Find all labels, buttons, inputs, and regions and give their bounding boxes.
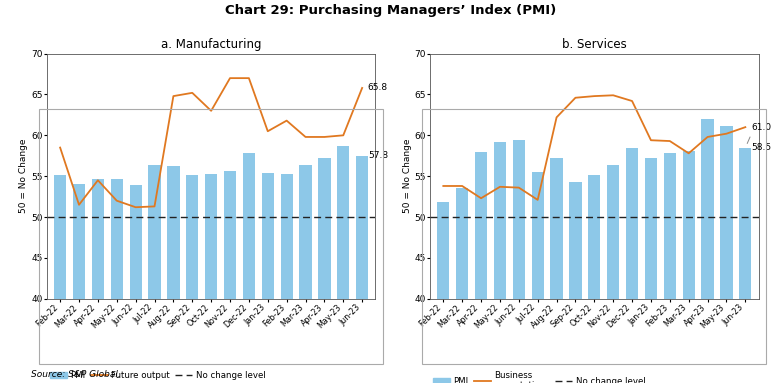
Bar — [683, 151, 695, 299]
Text: Chart 29: Purchasing Managers’ Index (PMI): Chart 29: Purchasing Managers’ Index (PM… — [225, 4, 557, 17]
Bar — [205, 174, 217, 299]
Bar — [91, 178, 104, 299]
Bar — [607, 165, 619, 299]
Legend: PMI, Future output, No change level: PMI, Future output, No change level — [48, 369, 267, 382]
Bar — [720, 126, 733, 299]
Bar — [356, 156, 368, 299]
Bar — [645, 158, 657, 299]
Bar — [186, 175, 199, 299]
Bar — [281, 174, 292, 299]
Bar — [456, 188, 468, 299]
Bar — [54, 175, 66, 299]
Bar — [110, 180, 123, 299]
Title: a. Manufacturing: a. Manufacturing — [161, 38, 261, 51]
Bar — [551, 158, 563, 299]
Bar — [626, 147, 638, 299]
Bar — [337, 146, 350, 299]
Bar — [130, 185, 142, 299]
Legend: PMI, Business
expectations, No change level: PMI, Business expectations, No change le… — [431, 369, 647, 383]
Bar — [493, 142, 506, 299]
Text: 58.5: 58.5 — [751, 143, 771, 152]
Bar — [513, 140, 525, 299]
Bar — [167, 166, 180, 299]
Bar — [73, 184, 85, 299]
Text: Source: S&P Global.: Source: S&P Global. — [31, 370, 121, 379]
Bar — [739, 147, 752, 299]
Bar — [437, 202, 450, 299]
Bar — [149, 165, 160, 299]
Bar — [664, 153, 676, 299]
Text: 65.8: 65.8 — [368, 83, 388, 92]
Text: 61.0: 61.0 — [751, 123, 771, 132]
Bar — [588, 175, 601, 299]
Y-axis label: 50 = No Change: 50 = No Change — [20, 139, 28, 213]
Text: 57.8: 57.8 — [368, 151, 388, 160]
Bar — [701, 119, 714, 299]
Bar — [532, 172, 543, 299]
Bar — [262, 173, 274, 299]
Bar — [318, 158, 331, 299]
Bar — [569, 182, 582, 299]
Y-axis label: 50 = No Change: 50 = No Change — [403, 139, 411, 213]
Title: b. Services: b. Services — [562, 38, 626, 51]
Bar — [300, 165, 312, 299]
Bar — [475, 152, 487, 299]
Bar — [242, 153, 255, 299]
Bar — [224, 171, 236, 299]
